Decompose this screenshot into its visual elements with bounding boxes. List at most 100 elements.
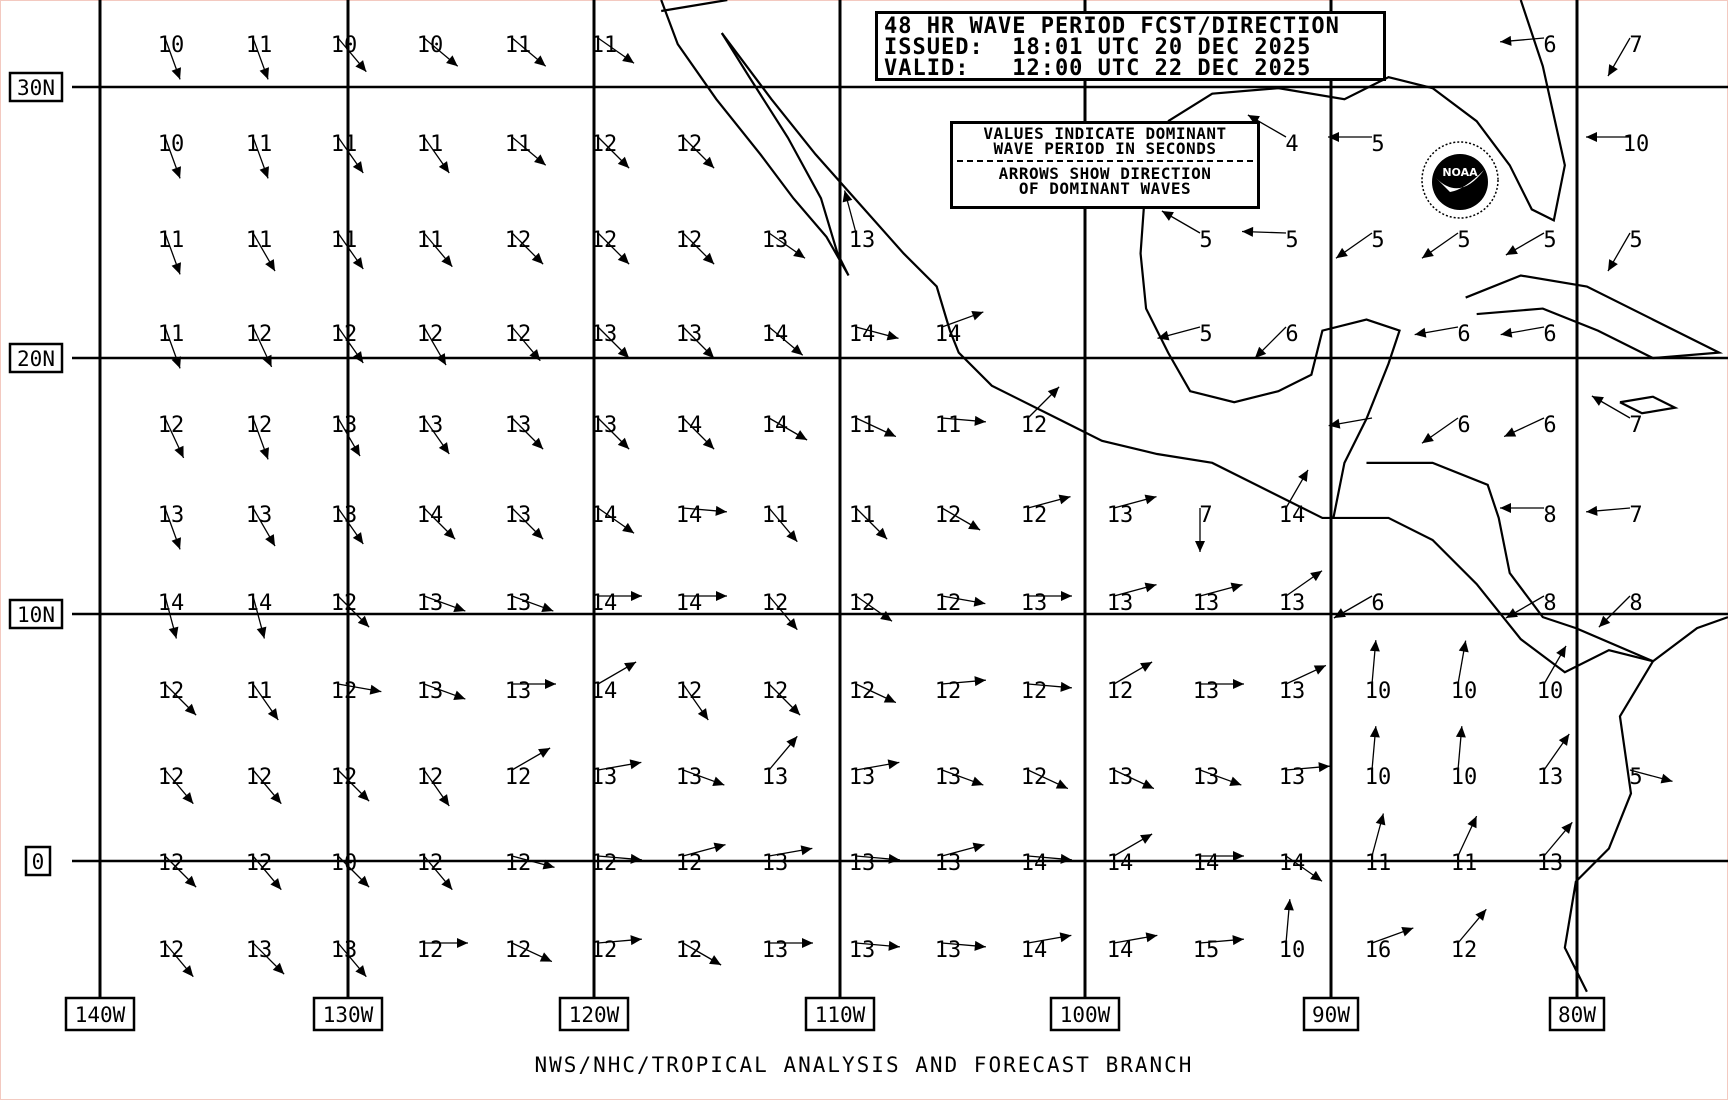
wave-period-value: 14: [1193, 851, 1220, 876]
arrowhead: [184, 875, 197, 888]
wave-mark: 12: [246, 765, 282, 805]
lon-label-box: [804, 996, 876, 1032]
arrowhead: [1421, 247, 1434, 259]
wave-mark: 12: [417, 851, 453, 891]
arrowhead: [538, 748, 551, 758]
arrowhead: [974, 940, 986, 951]
arrowhead: [443, 527, 456, 540]
wave-period-value: 12: [158, 413, 185, 438]
arrowhead: [352, 532, 364, 545]
arrowhead: [802, 938, 813, 948]
arrowhead: [883, 427, 896, 437]
wave-mark: 5: [1607, 228, 1643, 272]
arrowhead: [875, 527, 888, 540]
arrowhead: [880, 610, 893, 622]
wave-mark: 10: [1451, 640, 1477, 704]
arrowhead: [793, 247, 806, 259]
wave-mark: 6: [1503, 413, 1557, 438]
arrowhead: [542, 859, 555, 870]
arrowhead: [702, 437, 715, 450]
wave-period-value: 11: [1365, 851, 1392, 876]
wave-mark: 8: [1500, 503, 1557, 528]
arrowhead: [715, 505, 727, 516]
wave-mark: 11: [935, 413, 986, 438]
arrowhead: [262, 354, 272, 367]
wave-period-value: 13: [505, 413, 532, 438]
arrowhead: [888, 940, 900, 951]
arrowhead: [712, 776, 725, 786]
arrowhead: [1161, 211, 1174, 221]
lat-label: 10N: [17, 603, 55, 627]
wave-mark: 5: [1505, 228, 1557, 256]
wave-period-value: 13: [505, 679, 532, 704]
wave-period-value: 11: [505, 132, 532, 157]
wave-mark: 12: [158, 413, 185, 459]
wave-period-value: 5: [1543, 228, 1556, 253]
legend-divider: [957, 160, 1253, 162]
wave-mark: 13: [849, 851, 900, 876]
wave-period-value: 7: [1629, 413, 1642, 438]
arrowhead: [1055, 779, 1068, 789]
arrowhead: [1401, 927, 1414, 937]
wave-mark: 11: [1365, 813, 1392, 876]
arrowhead: [1313, 665, 1326, 675]
lat-label-box: [8, 71, 64, 103]
wave-period-value: 14: [1021, 851, 1048, 876]
mexico-pacific-coast: [720, 32, 1654, 674]
wave-period-value: 12: [1107, 679, 1134, 704]
arrowhead: [709, 955, 722, 965]
axis-labels: 30N 20N 10N 0 140W 130W 120W 110W 100W 90W 80W: [8, 71, 1606, 1032]
wave-period-value: 5: [1629, 228, 1642, 253]
arrowhead: [788, 703, 801, 716]
arrowhead: [624, 662, 637, 672]
footer-credit: NWS/NHC/TROPICAL ANALYSIS AND FORECAST B…: [534, 1053, 1194, 1077]
wave-mark: 13: [591, 322, 630, 359]
wave-mark: 11: [849, 503, 888, 540]
wave-period-value: 13: [935, 851, 962, 876]
wave-mark: 11: [591, 33, 635, 64]
noaa-logo: NOAA: [1421, 141, 1499, 219]
wave-mark: 12: [676, 228, 715, 265]
wave-period-value: 7: [1629, 503, 1642, 528]
wave-mark: 14: [676, 413, 715, 450]
arrowhead: [1059, 932, 1072, 943]
wave-mark: 7: [1607, 33, 1643, 77]
wave-period-value: 13: [1193, 591, 1220, 616]
wave-period-value: 12: [417, 938, 444, 963]
arrowhead: [182, 965, 194, 977]
wave-period-value: 16: [1365, 938, 1392, 963]
noaa-logo-text: NOAA: [1442, 166, 1478, 179]
wave-period-value: 7: [1199, 503, 1212, 528]
arrowhead: [1145, 932, 1158, 943]
arrowhead: [1333, 608, 1346, 618]
wave-mark: 5: [1335, 228, 1385, 259]
wave-period-value: 12: [505, 228, 532, 253]
wave-mark: 12: [935, 503, 981, 531]
wave-mark: 14: [158, 591, 184, 639]
wave-period-value: 5: [1199, 322, 1212, 347]
wave-period-value: 13: [1193, 765, 1220, 790]
wave-mark: 12: [246, 413, 272, 460]
arrowhead: [886, 330, 899, 341]
wave-period-value: 6: [1543, 33, 1556, 58]
wave-period-value: 12: [505, 851, 532, 876]
lon-label-box: [1302, 996, 1360, 1032]
lon-label: 120W: [569, 1003, 620, 1027]
arrowhead: [272, 962, 285, 975]
wave-mark: 5: [1421, 228, 1471, 259]
arrowhead: [622, 522, 635, 534]
lon-label-box: [312, 996, 384, 1032]
arrowhead: [171, 262, 181, 275]
wave-mark: 13: [1193, 765, 1242, 790]
arrowhead: [369, 684, 382, 695]
wave-period-value: 10: [331, 851, 358, 876]
wave-mark: 10: [331, 851, 370, 888]
wave-mark: 11: [331, 132, 364, 174]
wave-mark: 14: [676, 503, 727, 528]
arrowhead: [716, 591, 727, 601]
south-america-coast: [1563, 627, 1655, 993]
wave-mark: 12: [158, 851, 197, 888]
arrowhead: [617, 156, 630, 169]
wave-mark: 7: [1591, 395, 1643, 438]
wave-period-value: 6: [1457, 413, 1470, 438]
